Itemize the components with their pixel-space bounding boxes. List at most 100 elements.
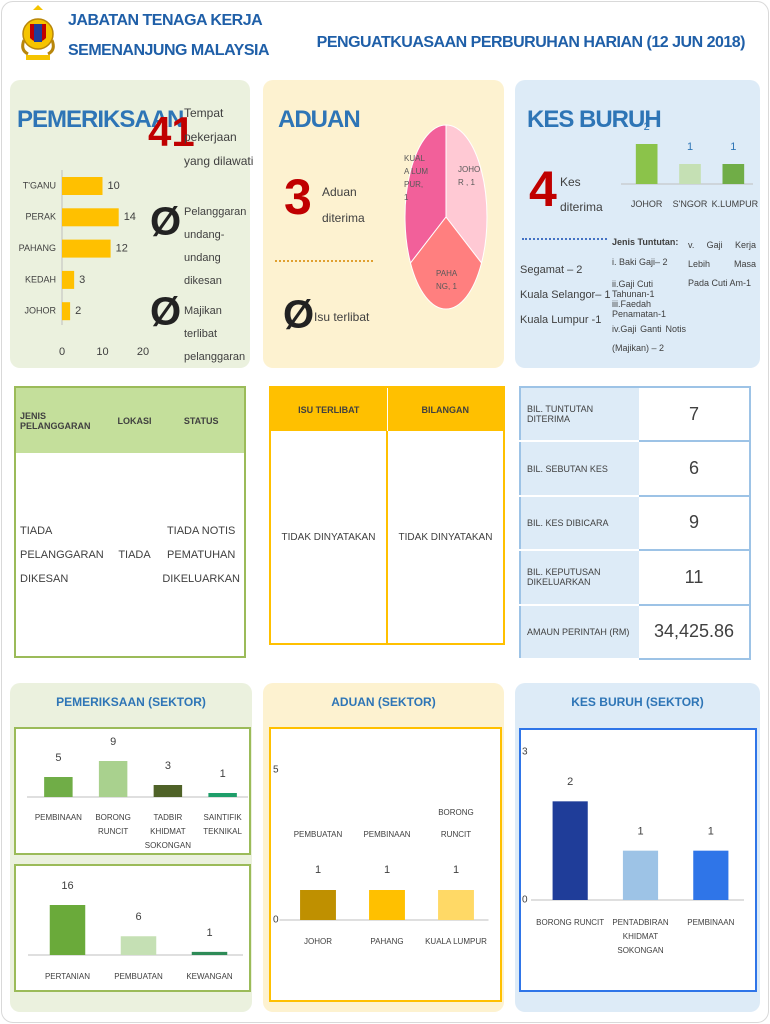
y-tick-label: 3: [522, 747, 528, 758]
bar: [191, 951, 228, 955]
table-cell: TIDAK DINYATAKAN: [270, 431, 388, 644]
header-cell: STATUS: [183, 415, 219, 426]
chart-box: [269, 727, 502, 1002]
stat-value: 3: [284, 169, 312, 225]
stat-label: Pelanggaran undang-undang dikesan: [184, 206, 247, 287]
data-label: 14: [124, 211, 136, 223]
pelanggaran-table: JENIS PELANGGARAN LOKASI STATUS TIADA PE…: [14, 386, 246, 658]
table-row: TIADA PELANGGARAN DIKESAN TIADA TIADA NO…: [15, 453, 245, 657]
section-title: KES BURUH (SEKTOR): [571, 695, 704, 709]
y-tick-label: KEDAH: [25, 274, 56, 284]
data-label: 10: [108, 180, 120, 192]
panel-title: KES BURUH: [527, 106, 662, 133]
claim: iv.Gaji Ganti Notis (Majikan) – 2: [612, 324, 686, 353]
x-tick-label: PEMBINAAN: [34, 813, 82, 822]
data-label: 9: [110, 736, 116, 748]
x-tick-label: KUALA LUMPUR: [425, 937, 487, 946]
table-cell: 11: [639, 550, 750, 606]
claim: ii.Gaji Cuti Tahunan-1: [612, 279, 655, 299]
bar: [62, 270, 75, 289]
pie-slice: [445, 124, 488, 265]
data-label: 2: [567, 776, 573, 788]
stat-label: Majikan terlibat pelanggaran: [184, 305, 246, 363]
x-tick-label: JOHOR: [304, 937, 332, 946]
data-label: 1: [637, 826, 643, 838]
pie-slice: [409, 216, 483, 310]
bar: [62, 239, 111, 258]
bar: [693, 850, 729, 900]
chart-box: [14, 727, 251, 855]
panel-title: PEMERIKSAAN: [17, 106, 184, 133]
stat-label: Tempat pekerjaan yang dilawati: [184, 106, 254, 168]
section-title: ADUAN (SEKTOR): [331, 695, 436, 709]
bar: [62, 302, 71, 321]
claims-title: Jenis Tuntutan:: [612, 237, 679, 247]
table-row: BIL. SEBUTAN KES 6: [520, 441, 750, 497]
bar: [369, 890, 405, 920]
bar: [622, 850, 659, 900]
kes-table: BIL. TUNTUTAN DITERIMA 7 BIL. SEBUTAN KES 6…: [519, 386, 751, 661]
table-cell: 6: [639, 441, 750, 497]
x-tick-label: JOHOR: [630, 199, 663, 209]
bar: [679, 164, 701, 184]
x-tick-label: S'NGOR: [672, 199, 708, 209]
location: Kuala Lumpur -1: [520, 314, 602, 326]
divider: [275, 260, 373, 262]
x-tick-label: KEWANGAN: [186, 972, 233, 981]
data-label: 1: [687, 141, 693, 153]
table-row: TIDAK DINYATAKAN TIDAK DINYATAKAN: [270, 431, 504, 644]
header-cell: JENIS PELANGGARAN: [20, 410, 91, 431]
y-tick-label: 5: [273, 765, 279, 776]
x-tick-label: 0: [59, 346, 65, 358]
x-tick-label: SAINTIFIK TEKNIKAL: [203, 813, 242, 836]
table-cell: BIL. SEBUTAN KES: [520, 441, 639, 497]
x-tick-label: PEMBINAAN: [687, 918, 735, 927]
x-tick-label: PEMBUATAN: [114, 972, 163, 981]
stat-value: Ø: [283, 293, 315, 337]
table-cell: BIL. KES DIBICARA: [520, 495, 639, 552]
bar: [722, 164, 745, 184]
y-tick-label: PERAK: [25, 212, 56, 222]
table-cell: TIADA PELANGGARAN DIKESAN: [20, 524, 104, 585]
y-tick-label: T'GANU: [23, 180, 56, 190]
header-cell: LOKASI: [117, 415, 152, 426]
stat-value: 4: [529, 161, 557, 217]
data-label: 1: [708, 826, 714, 838]
x-tick-label: BORONG RUNCIT: [95, 813, 131, 836]
data-label: 5: [55, 752, 61, 764]
bar-label: BORONG RUNCIT: [438, 808, 474, 839]
location: Kuala Selangor– 1: [520, 289, 611, 301]
data-label: 1: [730, 141, 736, 153]
pie-label: PAHANG, 1: [436, 269, 458, 291]
divider: [522, 238, 607, 240]
table-cell: AMAUN PERINTAH (RM): [520, 604, 639, 661]
table-row: BIL. KES DIBICARA 9: [520, 495, 750, 552]
bar: [98, 761, 128, 797]
bar-label: PEMBINAAN: [363, 830, 411, 839]
claim: i. Baki Gaji– 2: [612, 257, 668, 267]
bar: [635, 144, 658, 184]
x-tick-label: 10: [96, 346, 108, 358]
data-label: 3: [165, 760, 171, 772]
bar: [438, 890, 474, 920]
data-label: 16: [61, 880, 73, 892]
y-tick-label: 0: [522, 895, 528, 906]
table-cell: TIADA NOTIS PEMATUHAN DIKELUARKAN: [162, 524, 240, 585]
x-tick-label: PENTADBIRAN KHIDMAT SOKONGAN: [612, 918, 669, 955]
stat-value: 41: [148, 108, 195, 155]
bar: [44, 777, 73, 797]
stat-value: Ø: [150, 200, 182, 244]
data-label: 2: [644, 121, 650, 133]
table-row: BIL. TUNTUTAN DITERIMA 7: [520, 387, 750, 443]
table-row: AMAUN PERINTAH (RM) 34,425.86: [520, 604, 750, 661]
isu-table: ISU TERLIBAT BILANGAN TIDAK DINYATAKAN T…: [269, 386, 505, 645]
bar: [153, 785, 183, 797]
stat-label: Aduan diterima: [322, 185, 365, 225]
logo: [21, 5, 55, 60]
bar: [120, 936, 157, 955]
table-cell: BIL. KEPUTUSAN DIKELUARKAN: [520, 550, 639, 606]
y-tick-label: JOHOR: [25, 306, 57, 316]
data-label: 1: [453, 864, 459, 876]
